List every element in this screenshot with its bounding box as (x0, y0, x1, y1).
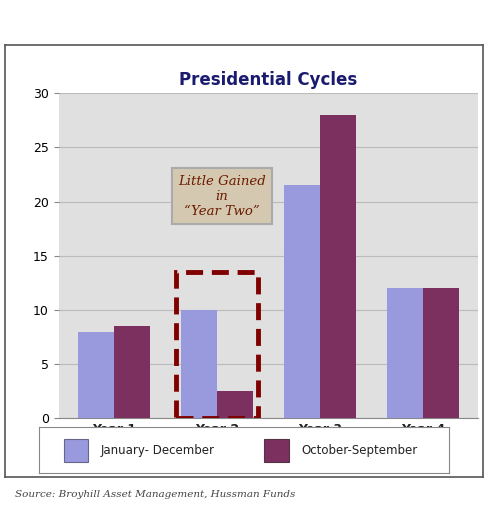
Text: October-September: October-September (302, 444, 418, 457)
Title: Presidential Cycles: Presidential Cycles (179, 71, 358, 89)
Bar (181, 310, 217, 418)
Bar (284, 185, 320, 418)
Bar (63, 439, 88, 462)
Text: Source: Broyhill Asset Management, Hussman Funds: Source: Broyhill Asset Management, Hussm… (15, 490, 295, 499)
Text: Little Gained
in
“Year Two”: Little Gained in “Year Two” (178, 175, 266, 218)
Bar (78, 331, 114, 418)
Bar (217, 391, 253, 418)
Text: January- December: January- December (101, 444, 215, 457)
Bar (114, 326, 150, 418)
Text: Average Gain in Year Two Hides Important Declines: Average Gain in Year Two Hides Important… (60, 14, 428, 28)
Bar (176, 272, 258, 418)
Bar (264, 439, 289, 462)
Bar (387, 288, 423, 418)
Bar (320, 115, 356, 418)
Bar (423, 288, 459, 418)
